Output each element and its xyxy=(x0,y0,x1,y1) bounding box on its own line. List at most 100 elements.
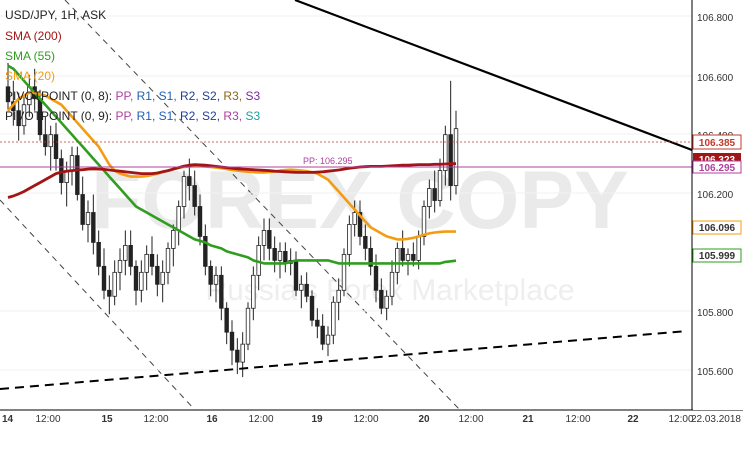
candle xyxy=(304,272,309,303)
candle xyxy=(368,236,373,276)
candle xyxy=(453,110,459,195)
candle-body xyxy=(363,236,368,249)
candle xyxy=(331,296,336,345)
candle-body xyxy=(272,247,277,261)
legend-sma20: SMA (20) xyxy=(5,69,55,83)
candle-body xyxy=(325,334,331,345)
candle-body xyxy=(16,110,21,127)
candle xyxy=(101,248,107,300)
x-tick-label: 21 xyxy=(522,414,534,425)
candle-body xyxy=(416,236,421,261)
candle xyxy=(261,218,267,261)
channel-lower-line xyxy=(0,199,196,411)
candle-body xyxy=(379,289,384,309)
candle-body xyxy=(101,265,107,291)
candle-body xyxy=(229,331,235,351)
candle xyxy=(320,314,325,351)
x-tick-label: 12:00 xyxy=(248,414,273,425)
candle xyxy=(80,176,85,231)
candle-body xyxy=(85,212,91,225)
candle xyxy=(123,230,128,276)
candle-body xyxy=(421,206,427,237)
legend: USD/JPY, 1H, ASK SMA (200) SMA (55) SMA … xyxy=(5,8,260,123)
y-tick-label: 105.600 xyxy=(697,367,734,378)
candle xyxy=(363,224,368,261)
candle-body xyxy=(427,188,432,207)
candle-body xyxy=(117,259,123,273)
candle xyxy=(165,242,171,285)
candle xyxy=(443,125,448,186)
candle xyxy=(5,62,11,111)
sma55-tag: 105.999 xyxy=(692,248,742,263)
candle-body xyxy=(315,319,320,327)
x-tick-label: 20 xyxy=(418,414,430,425)
candle xyxy=(240,332,245,378)
candle xyxy=(107,275,112,315)
candle-body xyxy=(192,185,197,207)
candle xyxy=(181,170,187,219)
candle-body xyxy=(320,325,325,345)
candle-body xyxy=(69,155,75,171)
candle-body xyxy=(21,104,27,127)
candle xyxy=(21,95,27,135)
candle xyxy=(48,125,53,171)
candle-body xyxy=(240,343,245,363)
chart-title: USD/JPY, 1H, ASK xyxy=(5,8,106,22)
candle xyxy=(277,242,283,279)
candle-body xyxy=(309,295,315,321)
price-tags: 106.385 106.323 106.295 106.096 105.999 xyxy=(692,134,742,263)
candle-body xyxy=(437,170,443,201)
candle xyxy=(251,266,256,321)
resistance-trendline xyxy=(294,0,693,152)
pp-line-label: PP: 106.295 xyxy=(303,156,353,166)
candle-body xyxy=(165,247,171,273)
candle xyxy=(357,200,363,246)
x-tick-label: 12:00 xyxy=(35,414,60,425)
pp-tag: 106.295 xyxy=(692,160,742,174)
candle xyxy=(75,146,80,201)
svg-text:106.295: 106.295 xyxy=(699,163,736,174)
candle xyxy=(155,254,160,297)
candle-body xyxy=(357,212,363,237)
candle-body xyxy=(336,289,341,303)
candle-body xyxy=(80,194,85,225)
candle xyxy=(336,278,341,321)
candle-body xyxy=(224,307,229,333)
candle xyxy=(192,170,197,216)
x-tick-label: 14 xyxy=(2,414,14,425)
candle-body xyxy=(133,265,139,291)
candle-body xyxy=(448,134,453,186)
trendlines xyxy=(0,0,693,390)
y-tick-label: 106.600 xyxy=(697,73,734,84)
candle xyxy=(352,200,357,237)
candle-body xyxy=(213,274,219,285)
candle-body xyxy=(235,349,240,363)
candle xyxy=(235,338,240,375)
candle-body xyxy=(347,224,352,255)
sma20-line xyxy=(7,91,456,241)
candle xyxy=(144,245,149,291)
candle-body xyxy=(331,301,336,336)
svg-text:106.385: 106.385 xyxy=(699,138,736,149)
candle-body xyxy=(293,259,299,291)
y-tick-label: 106.800 xyxy=(697,13,734,24)
candle xyxy=(85,200,91,243)
candle xyxy=(379,278,384,315)
current-price-tag: 106.385 xyxy=(692,134,742,150)
candle xyxy=(43,116,48,156)
candle xyxy=(96,230,101,276)
candle-body xyxy=(48,134,53,148)
candle-body xyxy=(261,230,267,246)
candle-body xyxy=(107,289,112,297)
candle-body xyxy=(299,283,304,291)
candle-body xyxy=(277,250,283,261)
candle xyxy=(133,260,139,306)
candle-body xyxy=(432,188,437,201)
channel-upper-line xyxy=(64,0,461,411)
candle-body xyxy=(53,134,59,160)
candle-body xyxy=(96,242,101,267)
candle-body xyxy=(341,253,347,291)
x-tick-label: 12:00 xyxy=(143,414,168,425)
candle xyxy=(389,260,395,306)
